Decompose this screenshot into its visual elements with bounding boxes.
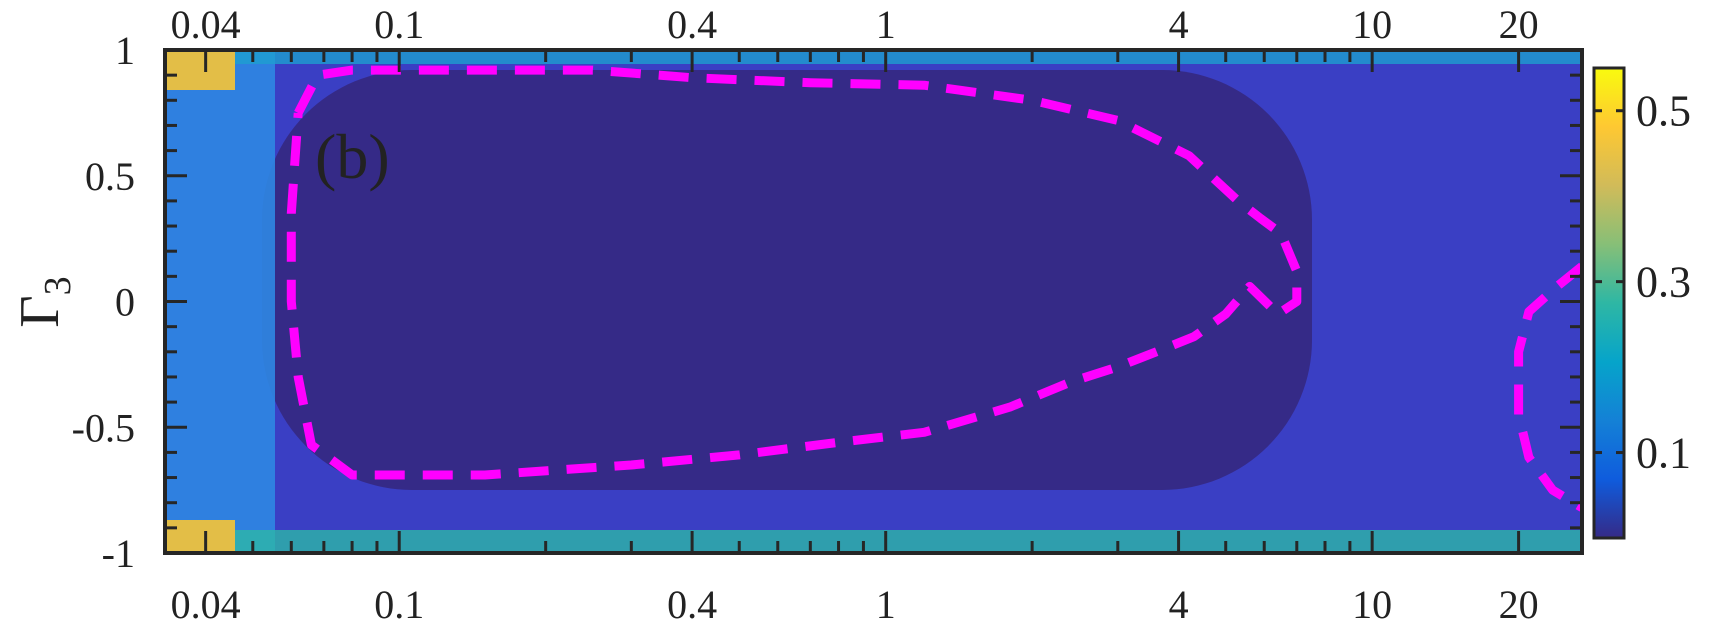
heatmap-top-left-corner xyxy=(165,50,235,90)
x-tick-label-bottom: 0.04 xyxy=(171,582,241,626)
x-tick-label-top: 0.1 xyxy=(374,2,424,47)
heatmap-low-region xyxy=(262,70,1312,490)
x-tick-label-bottom: 0.4 xyxy=(667,582,717,626)
y-tick-label: -0.5 xyxy=(72,405,135,450)
y-tick-label: 1 xyxy=(115,28,135,73)
x-tick-label-bottom: 0.1 xyxy=(374,582,424,626)
heatmap-bottom-band xyxy=(165,530,1582,553)
x-tick-label-top: 0.04 xyxy=(171,2,241,47)
colorbar-tick-label: 0.5 xyxy=(1636,87,1691,136)
x-axis-ticks: 0.04 0.04 0.1 0.1 0.4 0.4 1 1 4 4 10 10 20 20 xyxy=(171,2,1539,626)
x-tick-label-bottom: 10 xyxy=(1352,582,1392,626)
y-axis-ticks: 1 0.5 0 -0.5 -1 xyxy=(72,28,1582,576)
x-tick-label-top: 20 xyxy=(1499,2,1539,47)
colorbar-gradient xyxy=(1592,66,1626,540)
x-tick-label-top: 0.4 xyxy=(667,2,717,47)
y-axis-label-symbol: Γ xyxy=(9,295,71,327)
x-tick-label-bottom: 4 xyxy=(1169,582,1189,626)
panel-label: (b) xyxy=(315,121,390,192)
y-axis-label-subscript: 3 xyxy=(37,276,79,295)
contour-line xyxy=(1514,262,1582,512)
contour-layer xyxy=(286,65,1582,512)
heatmap-bottom-left-corner xyxy=(165,520,235,553)
x-tick-label-top: 4 xyxy=(1169,2,1189,47)
y-tick-label: 0 xyxy=(115,280,135,325)
colorbar: 0.5 0.3 0.1 xyxy=(1592,66,1691,540)
y-axis-label: Γ3 xyxy=(9,276,79,327)
y-tick-label: -1 xyxy=(102,531,135,576)
x-tick-label-bottom: 1 xyxy=(876,582,896,626)
x-tick-label-top: 10 xyxy=(1352,2,1392,47)
heatmap-top-band xyxy=(165,50,1582,64)
contour-line xyxy=(286,65,1302,480)
colorbar-ticks: 0.5 0.3 0.1 xyxy=(1594,87,1691,478)
x-tick-label-bottom: 20 xyxy=(1499,582,1539,626)
y-axis-label-text: Γ3 xyxy=(9,276,79,327)
colorbar-tick-label: 0.1 xyxy=(1636,429,1691,478)
y-tick-label: 0.5 xyxy=(85,154,135,199)
colorbar-tick-label: 0.3 xyxy=(1636,258,1691,307)
x-tick-label-top: 1 xyxy=(876,2,896,47)
